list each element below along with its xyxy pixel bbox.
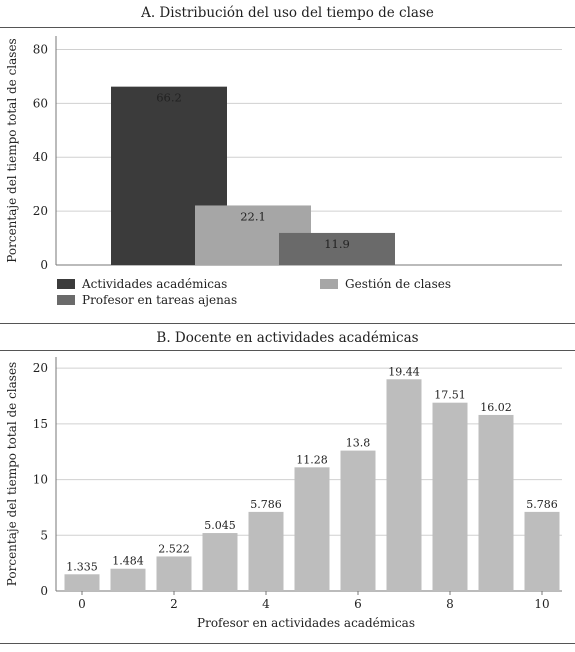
data-label: 2.522 [158, 542, 190, 555]
panel-a-title: A. Distribución del uso del tiempo de cl… [141, 5, 434, 21]
bar [202, 533, 238, 591]
data-label: 1.335 [66, 560, 98, 573]
y-tick-label: 15 [33, 417, 48, 431]
data-label: 22.1 [240, 209, 266, 223]
middle-rule-bottom [0, 350, 575, 351]
legend-swatch [57, 279, 75, 289]
y-tick-label: 20 [33, 204, 48, 218]
data-label: 5.786 [526, 498, 558, 511]
panel-b-title: B. Docente en actividades académicas [156, 330, 419, 346]
y-tick-label: 40 [33, 150, 48, 164]
data-label: 11.28 [296, 453, 328, 466]
chart-a: 0 20 40 60 80 Porcentaje del tiempo total de … [5, 36, 562, 307]
bar [156, 556, 192, 591]
data-label: 13.8 [346, 437, 371, 450]
bar [432, 402, 468, 591]
bar [294, 467, 330, 591]
bar [110, 568, 146, 591]
y-axis-label: Porcentaje del tiempo total de clases [5, 362, 19, 586]
x-tick-label: 0 [78, 597, 86, 611]
bar-3 [279, 232, 395, 265]
legend-label: Profesor en tareas ajenas [82, 293, 237, 307]
data-label: 1.484 [112, 555, 144, 568]
bottom-rule [0, 643, 575, 644]
data-label: 5.786 [250, 498, 282, 511]
y-tick-label: 60 [33, 96, 48, 110]
x-axis-label: Profesor en actividades académicas [197, 616, 415, 630]
bar [524, 511, 560, 591]
y-tick-label: 0 [40, 584, 48, 598]
legend-swatch [57, 295, 75, 305]
data-label: 11.9 [324, 237, 350, 251]
data-label: 66.2 [156, 91, 182, 105]
data-label: 19.44 [388, 365, 420, 378]
bar [248, 511, 284, 591]
x-tick-label: 6 [354, 597, 362, 611]
y-tick-label: 20 [33, 361, 48, 375]
bar [340, 450, 376, 591]
x-tick-label: 2 [170, 597, 178, 611]
legend-label: Gestión de clases [345, 277, 451, 291]
bar [64, 574, 100, 591]
bar [386, 379, 422, 591]
middle-rule-top [0, 323, 575, 324]
x-tick-label: 10 [534, 597, 549, 611]
top-rule [0, 27, 575, 28]
y-tick-label: 80 [33, 42, 48, 56]
y-tick-label: 0 [40, 258, 48, 272]
x-tick-label: 8 [446, 597, 454, 611]
data-label: 16.02 [480, 401, 512, 414]
data-label: 5.045 [204, 519, 236, 532]
y-tick-label: 10 [33, 473, 48, 487]
legend-label: Actividades académicas [81, 277, 227, 291]
y-tick-label: 5 [40, 528, 48, 542]
y-axis-label: Porcentaje del tiempo total de clases [5, 38, 19, 262]
data-label: 17.51 [434, 389, 466, 402]
bar [478, 414, 514, 591]
x-tick-label: 4 [262, 597, 270, 611]
legend-swatch [320, 279, 338, 289]
